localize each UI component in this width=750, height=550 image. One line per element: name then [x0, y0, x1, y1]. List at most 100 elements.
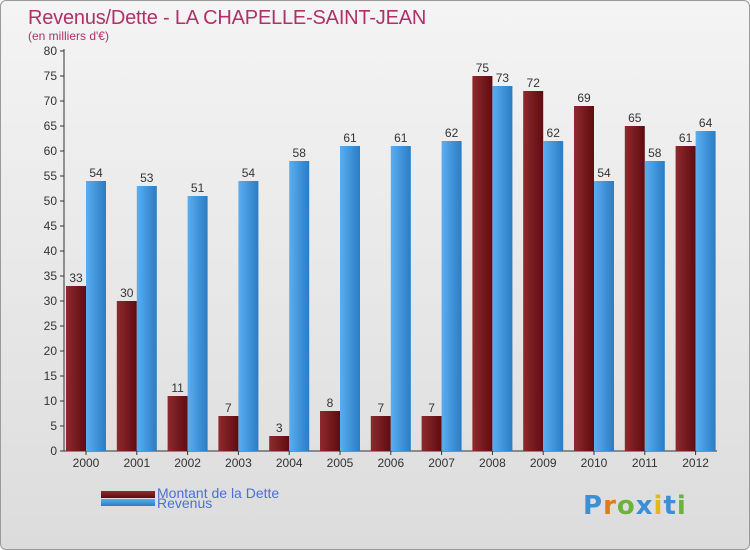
logo-letter: P: [583, 491, 604, 521]
data-label-revenus: 51: [191, 181, 205, 195]
data-label-dette: 33: [69, 271, 83, 285]
bar-dette: [523, 91, 544, 451]
data-label-dette: 61: [679, 131, 693, 145]
y-tick-label: 40: [44, 244, 58, 258]
x-tick-label: 2011: [632, 456, 658, 470]
bar-revenus: [441, 141, 462, 451]
data-label-revenus: 73: [496, 71, 510, 85]
chart-labels: 33 54 30 53 11 51 7 54 3 58 8 61 7 61 7 62 75 73 72 62 69 54 6…: [69, 61, 712, 435]
y-tick-label: 70: [44, 94, 58, 108]
data-label-revenus: 58: [648, 146, 662, 160]
data-label-revenus: 62: [445, 126, 459, 140]
bar-revenus: [187, 196, 208, 451]
data-label-dette: 7: [377, 401, 384, 415]
logo-letter: o: [616, 491, 636, 521]
x-tick-label: 2005: [327, 456, 354, 470]
x-tick-label: 2008: [479, 456, 506, 470]
bar-dette: [370, 416, 391, 451]
bar-revenus: [289, 161, 310, 451]
data-label-dette: 75: [476, 61, 490, 75]
data-label-revenus: 54: [597, 166, 611, 180]
proxiti-logo: Proxiti: [583, 491, 687, 521]
x-tick-label: 2009: [530, 456, 557, 470]
y-tick-label: 0: [50, 444, 57, 458]
logo-letter: t: [663, 491, 677, 521]
data-label-dette: 11: [171, 381, 184, 395]
data-label-dette: 72: [527, 76, 541, 90]
bar-revenus: [695, 131, 716, 451]
bar-dette: [624, 126, 645, 451]
chart-bars: [66, 76, 716, 451]
bar-revenus: [594, 181, 614, 451]
bar-dette: [472, 76, 493, 451]
bar-dette: [421, 416, 442, 451]
bar-revenus: [136, 186, 157, 451]
data-label-revenus: 62: [547, 126, 561, 140]
y-tick-label: 20: [44, 344, 58, 358]
x-tick-label: 2004: [276, 456, 303, 470]
bar-revenus: [644, 161, 665, 451]
data-label-revenus: 61: [343, 131, 357, 145]
chart-title: Revenus/Dette - LA CHAPELLE-SAINT-JEAN: [28, 7, 427, 29]
y-tick-label: 80: [44, 44, 58, 58]
y-tick-label: 50: [44, 194, 58, 208]
x-tick-label: 2003: [225, 456, 252, 470]
x-tick-label: 2002: [174, 456, 201, 470]
data-label-dette: 69: [577, 91, 591, 105]
bar-dette: [116, 301, 137, 451]
bar-dette: [218, 416, 239, 451]
data-label-dette: 7: [428, 401, 435, 415]
bar-revenus: [86, 181, 106, 451]
x-tick-label: 2007: [428, 456, 455, 470]
x-tick-label: 2001: [123, 456, 150, 470]
x-tick-label: 2000: [73, 456, 100, 470]
data-label-dette: 8: [327, 396, 334, 410]
bar-revenus: [340, 146, 360, 451]
data-label-dette: 3: [276, 421, 283, 435]
data-label-revenus: 58: [293, 146, 307, 160]
data-label-revenus: 54: [89, 166, 103, 180]
y-tick-label: 15: [44, 369, 58, 383]
y-tick-label: 25: [44, 319, 58, 333]
data-label-revenus: 54: [242, 166, 256, 180]
legend-swatch-debt: [101, 491, 155, 498]
y-tick-label: 30: [44, 294, 58, 308]
y-tick-label: 5: [50, 419, 57, 433]
bar-dette: [269, 436, 290, 451]
y-tick-label: 65: [44, 119, 58, 133]
data-label-dette: 30: [120, 286, 134, 300]
data-label-revenus: 53: [140, 171, 154, 185]
y-tick-label: 45: [44, 219, 58, 233]
x-tick-label: 2010: [581, 456, 608, 470]
legend-swatch-revenus: [101, 499, 155, 506]
bar-revenus: [543, 141, 564, 451]
data-label-dette: 7: [225, 401, 232, 415]
y-tick-label: 75: [44, 69, 58, 83]
data-label-dette: 65: [628, 111, 642, 125]
legend-label-revenus: Revenus: [157, 495, 213, 511]
y-tick-label: 60: [44, 144, 58, 158]
logo-letter: i: [676, 491, 687, 521]
data-label-revenus: 61: [394, 131, 408, 145]
bar-dette: [574, 106, 594, 451]
y-tick-label: 35: [44, 269, 58, 283]
bar-dette: [675, 146, 696, 451]
y-tick-label: 10: [44, 394, 58, 408]
legend-label-debt: Montant de la Dette: [157, 485, 280, 501]
bar-revenus: [492, 86, 513, 451]
bar-revenus: [238, 181, 259, 451]
logo-letter: r: [603, 491, 617, 521]
bar-dette: [320, 411, 340, 451]
y-tick-label: 55: [44, 169, 58, 183]
logo-letter: x: [635, 491, 654, 521]
bar-revenus: [390, 146, 411, 451]
x-tick-label: 2006: [377, 456, 404, 470]
bar-dette: [167, 396, 188, 451]
logo-letter: i: [653, 491, 664, 521]
x-tick-label: 2012: [682, 456, 709, 470]
chart-subtitle: (en milliers d'€): [28, 29, 109, 43]
data-label-revenus: 64: [699, 116, 713, 130]
bar-dette: [66, 286, 86, 451]
